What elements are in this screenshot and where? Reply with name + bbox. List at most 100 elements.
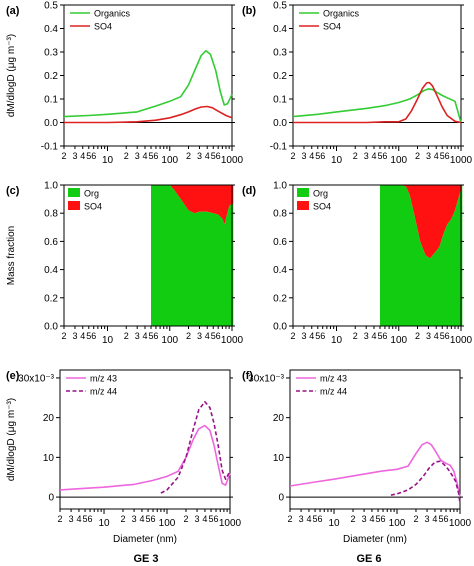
- x-tick-label-200-e: 2: [183, 514, 188, 524]
- x-tick-label-100-f: 100: [389, 518, 406, 529]
- x-tick-label-3-a: 3: [72, 151, 77, 161]
- x-tick-label-600-d: 6: [445, 331, 450, 341]
- x-tick-label-500-b: 5: [440, 151, 445, 161]
- x-tick-label-100-c: 100: [161, 335, 178, 346]
- x-tick-label-50-c: 5: [149, 331, 154, 341]
- legend-swatch-so4-d: [297, 201, 309, 210]
- y-tick-label-3-c: 0.6: [44, 237, 58, 248]
- x-tick-label-4-e: 4: [76, 514, 81, 524]
- x-tick-label-5-e: 5: [83, 514, 88, 524]
- series-so4-line-b: [293, 81, 462, 124]
- x-tick-label-4-f: 4: [306, 514, 311, 524]
- plot-frame-f: [289, 369, 461, 510]
- x-tick-label-60-d: 6: [382, 331, 387, 341]
- x-tick-label-10-c: 10: [102, 335, 114, 346]
- panel-d: 2 3 4 5 6 10 2 3 4 5 6 100 2 3 4 5 6 10000.00.20.40.60.81…: [242, 181, 473, 347]
- x-tick-label-30-b: 3: [364, 151, 369, 161]
- panel-f: 2 3 4 5 6 10 2 3 4 5 6 100 2 3 4 5 6 10000102030x10⁻³(f)D…: [242, 369, 472, 545]
- y-tick-label-1-e: 10: [43, 453, 55, 464]
- y-tick-label-0-c: 0.0: [44, 322, 58, 333]
- y-tick-label-0-f: 0: [278, 493, 284, 504]
- area-so4-d: [380, 185, 463, 259]
- x-tick-label-30-c: 3: [135, 331, 140, 341]
- x-tick-label-200-b: 2: [415, 151, 420, 161]
- x-tick-label-4-d: 4: [309, 331, 314, 341]
- y-axis-label-e: dM/dlogD (μg m⁻³): [6, 398, 17, 481]
- x-tick-label-3-b: 3: [301, 151, 306, 161]
- x-tick-label-50-e: 5: [146, 514, 151, 524]
- x-tick-label-2-a: 2: [61, 151, 66, 161]
- x-tick-label-400-b: 4: [434, 151, 439, 161]
- x-tick-label-400-e: 4: [202, 514, 207, 524]
- x-tick-label-500-d: 5: [440, 331, 445, 341]
- x-tick-label-20-d: 2: [353, 331, 358, 341]
- x-tick-label-40-f: 4: [369, 514, 374, 524]
- x-tick-label-6-e: 6: [88, 514, 93, 524]
- y-tick-label-5-a: 0.4: [44, 24, 58, 35]
- x-tick-label-40-d: 4: [371, 331, 376, 341]
- legend-label-m-z-43-e: m/z 43: [90, 374, 117, 384]
- y-tick-label-2-c: 0.4: [44, 265, 58, 276]
- y-tick-label-2-a: 0.1: [44, 95, 58, 106]
- y-tick-label-1-b: 0.0: [273, 118, 287, 129]
- x-tick-label-20-f: 2: [350, 514, 355, 524]
- panel-label-b: (b): [242, 5, 256, 17]
- series-so4-line-a: [64, 105, 233, 124]
- legend-label-organics-a: Organics: [94, 9, 131, 19]
- x-axis-label-f: Diameter (nm): [343, 534, 407, 545]
- legend-swatch-org-c: [68, 188, 80, 197]
- x-tick-label-20-b: 2: [353, 151, 358, 161]
- x-tick-label-40-e: 4: [139, 514, 144, 524]
- x-tick-label-20-e: 2: [120, 514, 125, 524]
- x-tick-label-3-f: 3: [299, 514, 304, 524]
- x-tick-label-200-d: 2: [415, 331, 420, 341]
- x-tick-label-3-d: 3: [301, 331, 306, 341]
- x-tick-label-400-f: 4: [432, 514, 437, 524]
- y-tick-label-5-b: 0.4: [273, 24, 287, 35]
- y-tick-label-1-f: 10: [273, 453, 285, 464]
- y-tick-label-4-b: 0.3: [273, 48, 287, 59]
- x-tick-label-5-c: 5: [86, 331, 91, 341]
- panel-label-f: (f): [242, 370, 253, 382]
- y-tick-label-5-d: 1.0: [273, 181, 287, 192]
- x-tick-label-50-a: 5: [149, 151, 154, 161]
- x-tick-label-6-c: 6: [91, 331, 96, 341]
- x-tick-label-60-f: 6: [381, 514, 386, 524]
- x-tick-label-500-c: 5: [211, 331, 216, 341]
- panel-b: 2 3 4 5 6 10 2 3 4 5 6 100 2 3 4 5 6 1000-0.10.00.10.20.3…: [242, 1, 473, 167]
- x-tick-label-40-b: 4: [371, 151, 376, 161]
- series-m-z-43-line-e: [59, 424, 231, 491]
- x-tick-label-10-a: 10: [102, 155, 114, 166]
- x-tick-label-6-d: 6: [320, 331, 325, 341]
- panel-label-e: (e): [6, 370, 20, 382]
- series-m-z-44-line-e: [160, 401, 231, 494]
- legend-label-so4-b: SO4: [323, 22, 341, 32]
- x-tick-label-5-f: 5: [313, 514, 318, 524]
- x-tick-label-60-b: 6: [382, 151, 387, 161]
- area-org-c: [151, 185, 234, 326]
- x-tick-label-1000-f: 1000: [449, 518, 472, 529]
- legend-swatch-so4-c: [68, 201, 80, 210]
- y-tick-label-2-f: 20: [273, 413, 285, 424]
- x-tick-label-400-d: 4: [434, 331, 439, 341]
- x-tick-label-20-a: 2: [124, 151, 129, 161]
- panel-label-d: (d): [242, 185, 256, 197]
- x-tick-label-6-f: 6: [318, 514, 323, 524]
- x-tick-label-500-f: 5: [439, 514, 444, 524]
- y-tick-label-0-a: -0.1: [41, 142, 59, 153]
- x-tick-label-1000-e: 1000: [219, 518, 242, 529]
- x-tick-label-2-f: 2: [287, 514, 292, 524]
- x-tick-label-30-e: 3: [132, 514, 137, 524]
- x-tick-label-200-f: 2: [413, 514, 418, 524]
- x-tick-label-2-b: 2: [290, 151, 295, 161]
- x-tick-label-200-a: 2: [186, 151, 191, 161]
- panel-a: 2 3 4 5 6 10 2 3 4 5 6 100 2 3 4 5 6 1000-0.10.00.10.20.3…: [6, 1, 244, 167]
- x-tick-label-40-c: 4: [142, 331, 147, 341]
- legend-label-so4-c: SO4: [84, 202, 102, 212]
- x-tick-label-5-b: 5: [315, 151, 320, 161]
- y-tick-label-3-e: 30x10⁻³: [18, 373, 55, 384]
- x-tick-label-4-b: 4: [309, 151, 314, 161]
- y-tick-label-4-a: 0.3: [44, 48, 58, 59]
- x-tick-label-300-b: 3: [426, 151, 431, 161]
